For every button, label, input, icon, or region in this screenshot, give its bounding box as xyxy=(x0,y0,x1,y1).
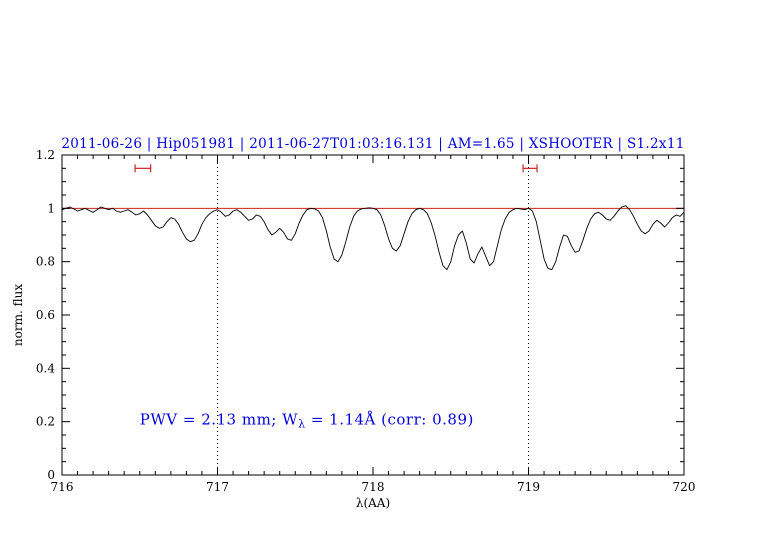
annotation-pre: PWV = 2.13 mm; W xyxy=(140,410,298,428)
y-tick-label: 0.8 xyxy=(36,255,55,269)
x-tick-label: 720 xyxy=(673,480,696,494)
y-axis-label: norm. flux xyxy=(11,284,25,346)
x-axis-label: λ(AA) xyxy=(356,496,390,510)
annotation-sub: λ xyxy=(298,417,305,430)
x-tick-label: 718 xyxy=(362,480,385,494)
x-tick-label: 716 xyxy=(51,480,74,494)
y-tick-label: 0 xyxy=(47,468,55,482)
y-tick-label: 0.6 xyxy=(36,308,55,322)
annotation-text: PWV = 2.13 mm; Wλ = 1.14Å (corr: 0.89) xyxy=(140,410,474,430)
y-tick-label: 1 xyxy=(47,201,55,215)
y-tick-label: 1.2 xyxy=(36,148,55,162)
spectrum-line xyxy=(61,205,685,271)
x-tick-label: 719 xyxy=(517,480,540,494)
tick-labels: 716 717 718 719 720 0 0.2 0.4 0.6 0.8 1 1.2 xyxy=(36,148,696,494)
x-tick-label: 717 xyxy=(206,480,229,494)
annotation-post: = 1.14Å (corr: 0.89) xyxy=(306,410,474,428)
y-tick-label: 0.2 xyxy=(36,415,55,429)
band-markers xyxy=(134,164,538,173)
y-tick-label: 0.4 xyxy=(36,361,55,375)
plot-title: 2011-06-26 | Hip051981 | 2011-06-27T01:0… xyxy=(61,136,684,152)
ticks xyxy=(61,154,685,476)
